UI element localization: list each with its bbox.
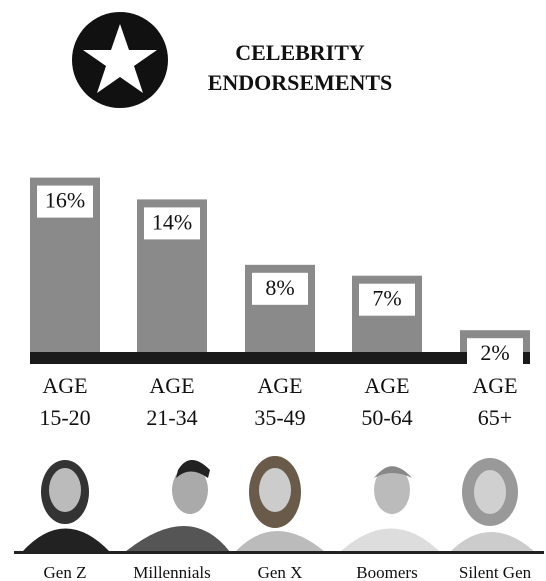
star-icon	[83, 24, 157, 93]
category-label: AGE 50-64	[361, 373, 413, 430]
value-label-box	[467, 338, 523, 371]
generation-label: Millennials	[133, 563, 211, 581]
generation-label: Gen X	[257, 563, 303, 581]
generation-label: Boomers	[356, 563, 418, 581]
category-label: AGE 65+	[472, 373, 518, 430]
photo	[450, 458, 535, 552]
value-label-box	[37, 185, 93, 218]
chart-title: CELEBRITY ENDORSEMENTS	[207, 40, 393, 95]
value-label-box	[252, 272, 308, 305]
photo-divider	[14, 551, 544, 554]
value-label: 8%	[265, 275, 294, 300]
baseline-bar	[30, 352, 530, 364]
value-label: 7%	[372, 286, 401, 311]
value-label: 16%	[45, 188, 85, 213]
photo	[125, 460, 230, 552]
value-label: 14%	[152, 209, 192, 234]
photo	[235, 456, 325, 552]
category-label: AGE 35-49	[254, 373, 306, 430]
generation-label: Gen Z	[43, 563, 87, 581]
category-label: AGE 21-34	[146, 373, 198, 430]
value-label: 2%	[480, 340, 509, 365]
generation-label: Silent Gen	[458, 563, 532, 581]
photos	[22, 456, 535, 552]
value-label-box	[359, 283, 415, 316]
value-label-box	[144, 207, 200, 240]
category-label: AGE 15-20	[39, 373, 91, 430]
photo	[340, 466, 440, 552]
photo	[22, 460, 110, 552]
